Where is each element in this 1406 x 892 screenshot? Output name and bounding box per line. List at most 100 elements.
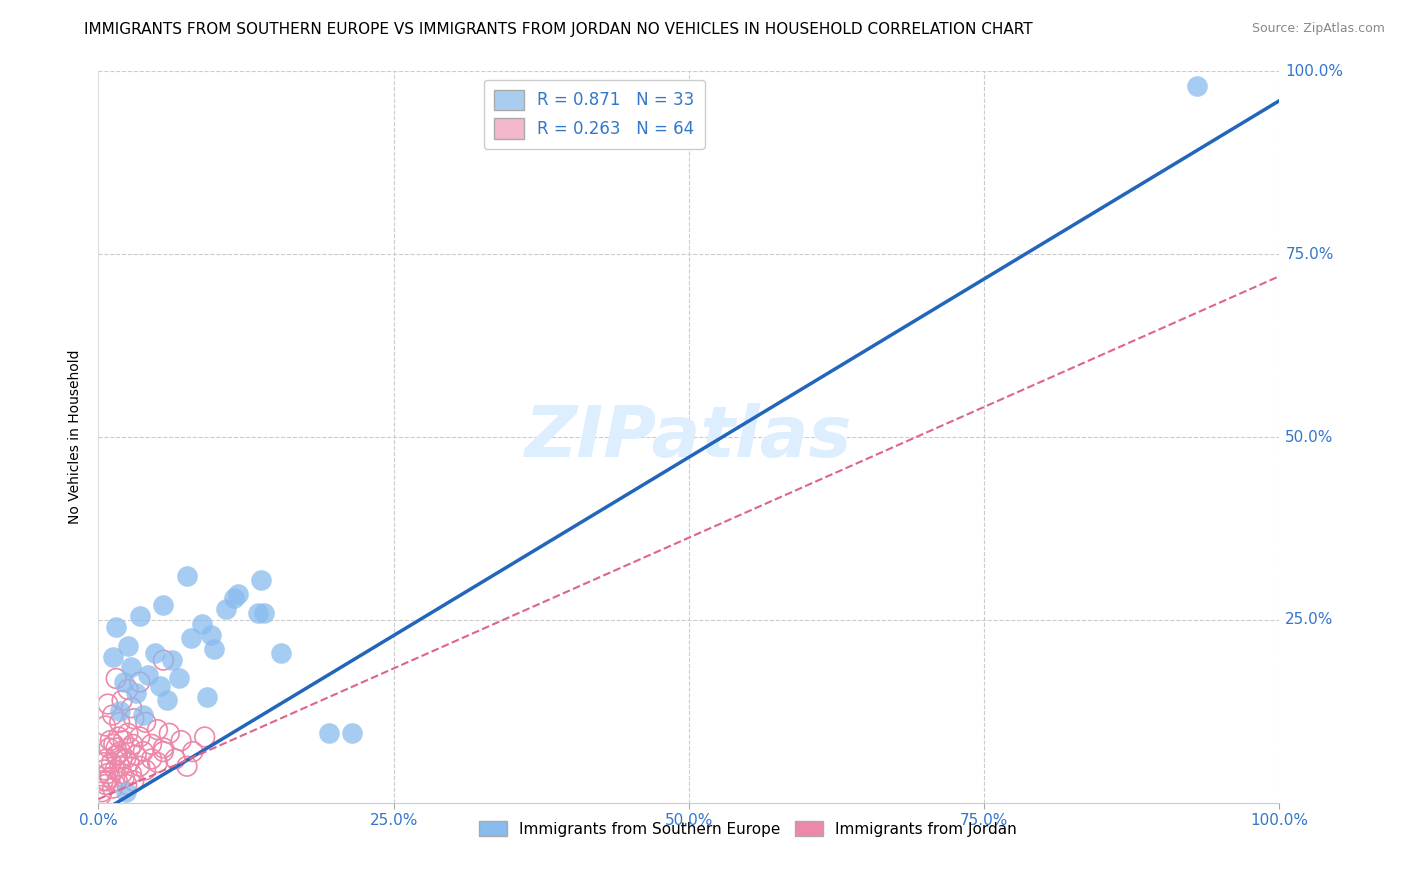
- Point: [121, 660, 143, 674]
- Point: [156, 693, 179, 707]
- Point: [167, 672, 190, 686]
- Point: [165, 752, 187, 766]
- Point: [342, 726, 364, 740]
- Text: 75.0%: 75.0%: [1285, 247, 1334, 261]
- Point: [180, 632, 202, 646]
- Point: [143, 646, 166, 660]
- Point: [104, 763, 127, 777]
- Point: [97, 766, 120, 780]
- Point: [111, 752, 134, 766]
- Text: 100.0%: 100.0%: [1285, 64, 1343, 78]
- Point: [105, 748, 128, 763]
- Point: [117, 726, 139, 740]
- Point: [246, 606, 269, 620]
- Point: [176, 569, 198, 583]
- Point: [128, 609, 150, 624]
- Point: [105, 748, 128, 763]
- Point: [141, 752, 163, 766]
- Point: [105, 620, 128, 634]
- Point: [112, 733, 135, 747]
- Point: [194, 730, 217, 744]
- Point: [152, 653, 174, 667]
- Point: [117, 639, 139, 653]
- Point: [101, 708, 124, 723]
- Text: Source: ZipAtlas.com: Source: ZipAtlas.com: [1251, 22, 1385, 36]
- Point: [98, 733, 121, 747]
- Point: [149, 679, 172, 693]
- Text: ZIPatlas: ZIPatlas: [526, 402, 852, 472]
- Point: [202, 642, 225, 657]
- Point: [117, 682, 139, 697]
- Point: [141, 737, 163, 751]
- Point: [157, 726, 180, 740]
- Text: 50.0%: 50.0%: [1285, 430, 1334, 444]
- Point: [170, 733, 193, 747]
- Point: [91, 773, 114, 788]
- Point: [200, 627, 222, 641]
- Point: [111, 766, 134, 780]
- Point: [253, 606, 276, 620]
- Point: [101, 781, 124, 796]
- Point: [152, 599, 174, 613]
- Point: [122, 773, 145, 788]
- Point: [118, 756, 141, 770]
- Point: [121, 766, 143, 780]
- Point: [270, 646, 292, 660]
- Point: [112, 770, 135, 784]
- Point: [146, 723, 169, 737]
- Point: [176, 759, 198, 773]
- Point: [100, 756, 122, 770]
- Point: [108, 715, 131, 730]
- Point: [111, 693, 134, 707]
- Point: [191, 616, 214, 631]
- Point: [120, 740, 142, 755]
- Point: [101, 649, 124, 664]
- Point: [114, 785, 136, 799]
- Point: [94, 778, 117, 792]
- Point: [136, 667, 159, 681]
- Point: [105, 773, 128, 788]
- Point: [98, 740, 121, 755]
- Point: [110, 745, 132, 759]
- Point: [195, 690, 218, 704]
- Point: [94, 719, 117, 733]
- Point: [96, 752, 118, 766]
- Point: [96, 773, 118, 788]
- Point: [122, 712, 145, 726]
- Point: [181, 745, 204, 759]
- Point: [114, 752, 136, 766]
- Point: [215, 602, 238, 616]
- Point: [93, 763, 115, 777]
- Point: [132, 708, 155, 723]
- Legend: Immigrants from Southern Europe, Immigrants from Jordan: Immigrants from Southern Europe, Immigra…: [472, 814, 1024, 843]
- Point: [105, 740, 128, 755]
- Point: [115, 778, 138, 792]
- Point: [128, 675, 150, 690]
- Point: [160, 653, 183, 667]
- Text: IMMIGRANTS FROM SOUTHERN EUROPE VS IMMIGRANTS FROM JORDAN NO VEHICLES IN HOUSEHO: IMMIGRANTS FROM SOUTHERN EUROPE VS IMMIG…: [84, 22, 1033, 37]
- Point: [128, 730, 150, 744]
- Point: [108, 705, 131, 719]
- Text: 25.0%: 25.0%: [1285, 613, 1334, 627]
- Point: [224, 591, 246, 605]
- Point: [152, 745, 174, 759]
- Point: [318, 726, 340, 740]
- Point: [103, 737, 125, 751]
- Point: [121, 700, 143, 714]
- Point: [97, 697, 120, 711]
- Point: [112, 675, 135, 690]
- Point: [98, 770, 121, 784]
- Point: [226, 587, 249, 601]
- Point: [146, 756, 169, 770]
- Point: [135, 715, 157, 730]
- Point: [108, 759, 131, 773]
- Y-axis label: No Vehicles in Household: No Vehicles in Household: [69, 350, 83, 524]
- Point: [107, 730, 129, 744]
- Point: [128, 759, 150, 773]
- Point: [250, 573, 273, 587]
- Point: [1185, 78, 1208, 93]
- Point: [90, 789, 112, 803]
- Point: [132, 745, 155, 759]
- Point: [125, 748, 148, 763]
- Point: [135, 763, 157, 777]
